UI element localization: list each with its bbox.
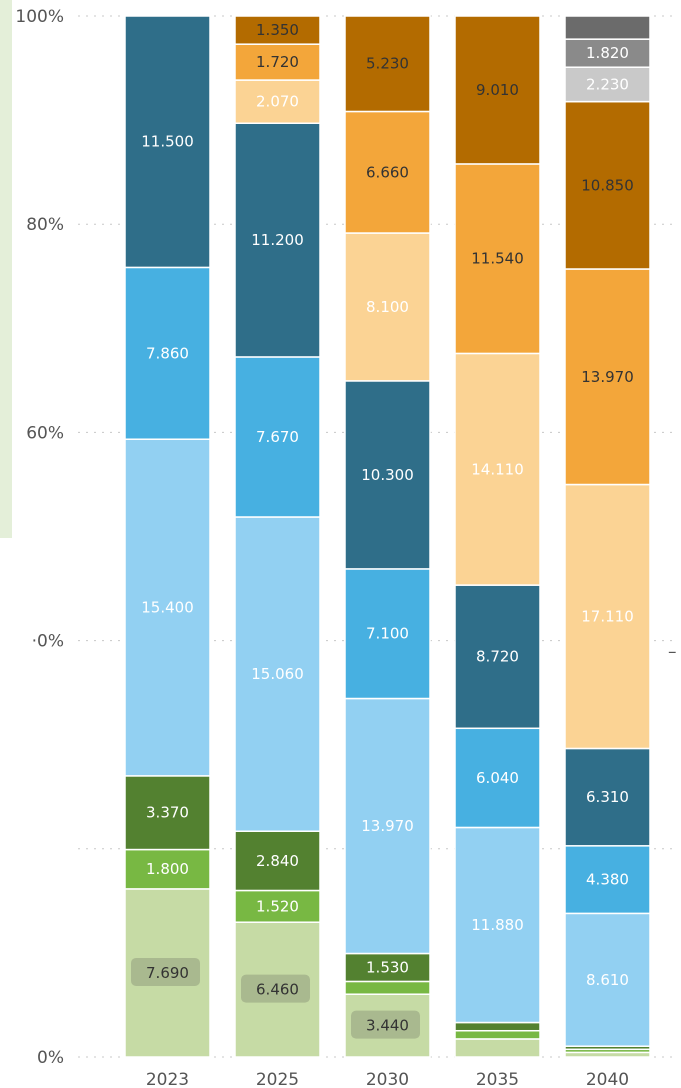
bar-segment	[234, 889, 321, 923]
bar-segment	[344, 568, 431, 700]
data-label: 1.350	[256, 21, 299, 39]
bar-segment	[454, 1021, 541, 1032]
data-label: 6.660	[366, 163, 409, 181]
bar-segment	[234, 516, 321, 832]
data-label: 1.520	[256, 897, 299, 915]
bar-segment	[234, 830, 321, 892]
bar-segment	[454, 1038, 541, 1058]
data-label: 1.530	[366, 958, 409, 976]
x-tick-label: 2025	[256, 1070, 299, 1088]
bar-segment	[454, 826, 541, 1024]
data-label: 5.230	[366, 55, 409, 73]
x-tick-label: 2030	[366, 1070, 409, 1088]
x-tick-label: 2040	[586, 1070, 629, 1088]
label-badge	[241, 974, 310, 1003]
data-label: 1.800	[146, 860, 189, 878]
data-label: 7.860	[146, 344, 189, 362]
y-tick-label: 80%	[26, 215, 64, 235]
data-label: 10.300	[361, 466, 414, 484]
y-axis-labels: 0% ·0% 60% 80% 100%	[15, 7, 64, 1068]
data-label: 3.370	[146, 804, 189, 822]
bar-segment	[344, 952, 431, 983]
bar-segment	[124, 15, 211, 269]
bar-segment	[454, 163, 541, 355]
bar-segment	[234, 15, 321, 45]
data-label: 7.690	[146, 964, 189, 982]
bar-segment	[564, 66, 651, 103]
data-label: 15.400	[141, 599, 194, 617]
bar-segment	[454, 15, 541, 165]
bar-segment	[124, 775, 211, 851]
data-label: 8.610	[586, 971, 629, 989]
bar-segment	[564, 747, 651, 847]
data-label: 8.720	[476, 648, 519, 666]
label-badge	[131, 957, 200, 986]
data-label: 11.500	[141, 133, 194, 151]
bar-segment	[564, 100, 651, 270]
data-label: 15.060	[251, 665, 304, 683]
bar-segment	[344, 110, 431, 234]
data-label: 6.310	[586, 788, 629, 806]
bar-segment	[124, 848, 211, 890]
bar-segment	[454, 1029, 541, 1040]
data-label: 8.100	[366, 298, 409, 316]
bar-segment	[344, 980, 431, 995]
bar-segment	[234, 122, 321, 358]
data-label: 2.840	[256, 852, 299, 870]
bar-segment	[124, 438, 211, 777]
y-tick-label: 0%	[37, 1048, 64, 1068]
y-tick-label: 60%	[26, 423, 64, 443]
data-label: 7.670	[256, 428, 299, 446]
data-label: 11.200	[251, 231, 304, 249]
bar-segment	[344, 380, 431, 570]
bar-segment	[454, 727, 541, 829]
data-label: 14.110	[471, 460, 524, 478]
data-label: 10.850	[581, 176, 634, 194]
bar-segment	[564, 483, 651, 750]
bar-segment	[454, 584, 541, 730]
label-badge	[351, 1010, 420, 1039]
x-axis-labels: 2023 2025 2030 2035 2040	[146, 1070, 629, 1088]
data-label: 6.460	[256, 981, 299, 999]
bar-segment	[344, 15, 431, 113]
bars: 7.690 1.800 3.370 15.400 7.860 11.500 6.460 1.5…	[124, 15, 651, 1058]
x-tick-label: 2023	[146, 1070, 189, 1088]
data-label: 11.880	[471, 916, 524, 934]
side-panel-edge	[0, 0, 12, 538]
overflow-dash: –	[668, 642, 677, 662]
bar-segment	[234, 356, 321, 518]
data-label: 2.230	[586, 75, 629, 93]
bar-segment	[564, 912, 651, 1047]
bar-segment	[564, 38, 651, 68]
bar-segment	[344, 697, 431, 955]
bar-segment	[234, 79, 321, 125]
data-label: 1.720	[256, 53, 299, 71]
y-tick-label: ·0%	[32, 632, 64, 652]
x-tick-label: 2035	[476, 1070, 519, 1088]
data-label: 2.070	[256, 93, 299, 111]
data-label: 17.110	[581, 607, 634, 625]
data-label: 6.040	[476, 769, 519, 787]
bar-segment	[564, 15, 651, 40]
bar-segment	[344, 232, 431, 382]
data-label: 13.970	[581, 368, 634, 386]
data-label: 3.440	[366, 1017, 409, 1035]
data-label: 11.540	[471, 250, 524, 268]
y-tick-label: 100%	[15, 7, 64, 27]
bar-segment	[234, 43, 321, 81]
data-label: 9.010	[476, 81, 519, 99]
bar-segment	[564, 845, 651, 915]
data-label: 13.970	[361, 817, 414, 835]
data-label: 1.820	[586, 44, 629, 62]
data-label: 4.380	[586, 871, 629, 889]
data-label: 7.100	[366, 625, 409, 643]
